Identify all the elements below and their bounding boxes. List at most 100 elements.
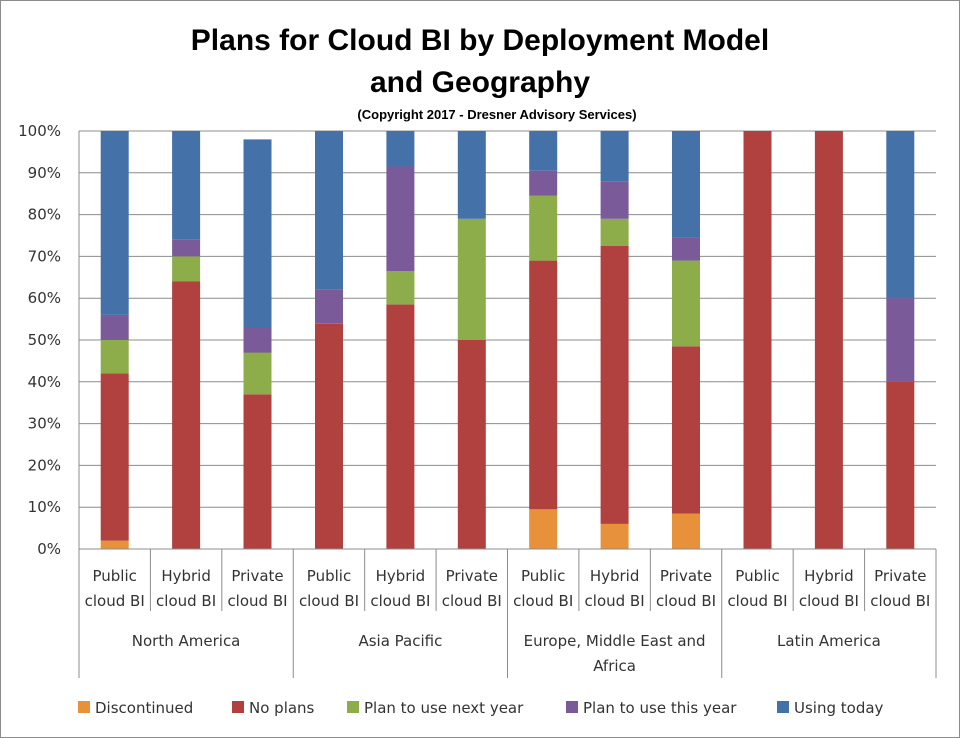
group-label: North America [132,632,241,650]
chart-subtitle: (Copyright 2017 - Dresner Advisory Servi… [357,107,636,122]
category-label: cloud BI [156,592,216,610]
bar-segment [886,381,915,549]
category-label: cloud BI [656,592,716,610]
bar-segment [529,260,558,510]
group-label: Africa [593,657,636,675]
chart-title-line-1: Plans for Cloud BI by Deployment Model [191,24,769,57]
category-label: Private [874,567,926,585]
bar-segment [386,304,415,549]
y-tick-label: 70% [28,247,61,265]
legend-label: Plan to use this year [583,699,737,717]
category-label: cloud BI [85,592,145,610]
y-tick-label: 40% [28,373,61,391]
category-label: Public [92,567,136,585]
bar-segment [172,256,201,282]
category-label: Public [521,567,565,585]
group-label: Europe, Middle East and [524,632,706,650]
bar-segment [457,340,486,549]
y-tick-label: 80% [28,206,61,224]
bar-segment [243,352,272,395]
category-label: Private [446,567,498,585]
bar-segment [386,131,415,167]
y-tick-label: 100% [18,122,61,140]
bar-segment [600,523,629,549]
bar-segment [100,131,129,315]
bar-segment [315,323,343,549]
bar-segment [600,218,629,246]
legend: Discontinued No plans Plan to use next yea… [78,699,884,717]
y-tick-label: 10% [28,498,61,516]
bar-segment [243,139,272,328]
category-label: cloud BI [727,592,787,610]
bar-segment [672,131,700,238]
bar-segment [100,373,129,541]
gridlines [78,130,936,550]
bar-segment [529,131,558,171]
bar-segment [457,131,486,219]
category-label: Hybrid [161,567,211,585]
category-label: Public [735,567,779,585]
bar-segment [600,131,629,182]
bar-segment [743,131,772,549]
bar-segment [386,271,415,305]
legend-swatch [347,701,359,713]
category-label: Private [231,567,283,585]
bar-segment [529,509,558,549]
category-label: Hybrid [590,567,640,585]
category-label: cloud BI [370,592,430,610]
legend-swatch [232,701,244,713]
y-tick-label: 90% [28,164,61,182]
category-label: Private [660,567,712,585]
category-axis: Public cloud BI Hybrid cloud BI Private cloud… [78,548,937,678]
bar-segment [100,540,129,549]
bar-segment [529,170,558,196]
bar-segment [457,218,486,340]
y-tick-label: 30% [28,415,61,433]
legend-label: Using today [794,699,884,717]
bar-segment [814,131,843,549]
y-tick-label: 0% [37,540,61,558]
category-label: cloud BI [513,592,573,610]
bar-segment [100,340,129,374]
bar-segment [315,289,343,324]
bar-segment [172,131,201,240]
legend-swatch [78,701,90,713]
chart-title: Plans for Cloud BI by Deployment Model a… [191,24,769,99]
legend-label: Plan to use next year [364,699,524,717]
category-label: Hybrid [376,567,426,585]
bar-segment [529,195,558,261]
category-label: cloud BI [799,592,859,610]
chart-title-line-2: and Geography [370,66,590,99]
category-label: Public [307,567,351,585]
bar-segment [243,327,272,353]
legend-label: No plans [249,699,315,717]
y-tick-label: 20% [28,456,61,474]
y-axis-ticks: 0% 10% 20% 30% 40% 50% 60% 70% 80% 90% 100% [18,122,61,558]
bar-segment [600,181,629,219]
category-label: cloud BI [442,592,502,610]
category-label: cloud BI [299,592,359,610]
bar-segment [672,260,700,347]
group-label: Latin America [777,632,881,650]
bar-segment [600,245,629,524]
bar-segment [100,314,129,340]
bar-segment [172,239,201,257]
y-tick-label: 50% [28,331,61,349]
category-label: cloud BI [585,592,645,610]
legend-swatch [777,701,789,713]
bar-segment [386,166,415,271]
bar-segment [672,513,700,549]
legend-swatch [566,701,578,713]
y-tick-label: 60% [28,289,61,307]
bar-segment [886,131,915,299]
bar-segment [172,281,201,549]
group-label: Asia Pacific [358,632,442,650]
bar-segment [243,394,272,549]
bar-segment [886,298,915,382]
bar-segment [672,237,700,261]
bar-segment [315,131,343,290]
bar-segment [672,346,700,514]
category-label: cloud BI [870,592,930,610]
bars [100,131,915,549]
